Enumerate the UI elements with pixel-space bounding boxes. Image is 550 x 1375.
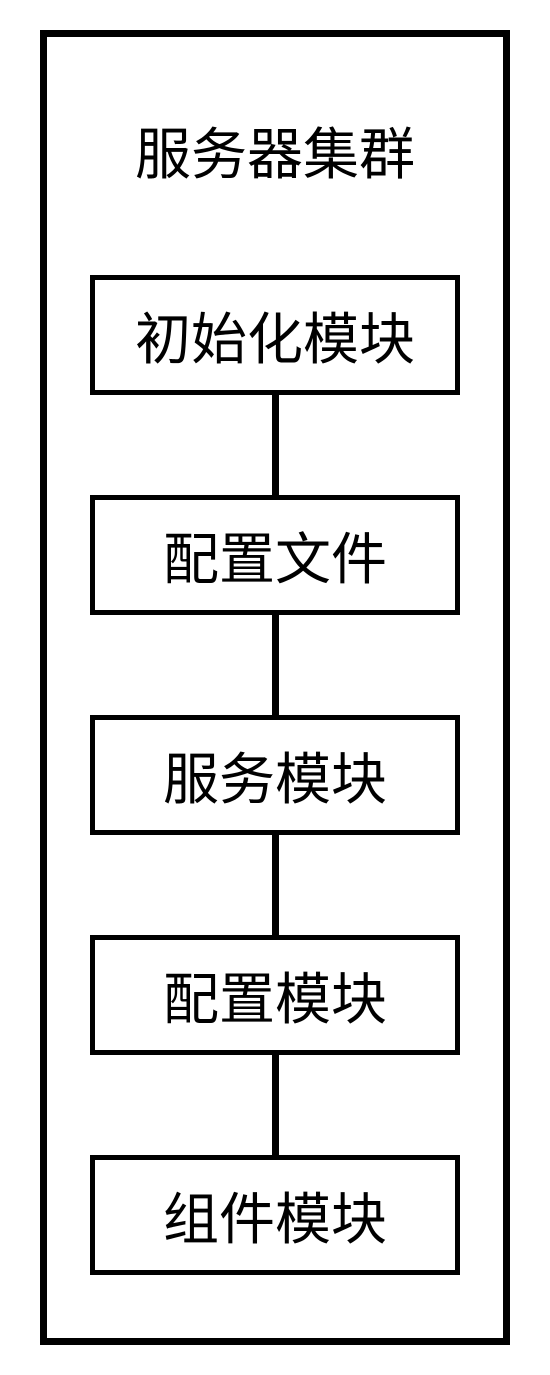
diagram-title: 服务器集群 xyxy=(40,110,510,191)
node-service: 服务模块 xyxy=(90,715,460,835)
node-comp: 组件模块 xyxy=(90,1155,460,1275)
node-label: 组件模块 xyxy=(163,1175,387,1256)
connector-service-cfgmod xyxy=(272,835,279,935)
connector-cfgmod-comp xyxy=(272,1055,279,1155)
node-label: 服务模块 xyxy=(163,735,387,816)
node-config: 配置文件 xyxy=(90,495,460,615)
node-init: 初始化模块 xyxy=(90,275,460,395)
connector-config-service xyxy=(272,615,279,715)
node-label: 初始化模块 xyxy=(135,295,415,376)
node-label: 配置模块 xyxy=(163,955,387,1036)
node-cfgmod: 配置模块 xyxy=(90,935,460,1055)
connector-init-config xyxy=(272,395,279,495)
node-label: 配置文件 xyxy=(163,515,387,596)
